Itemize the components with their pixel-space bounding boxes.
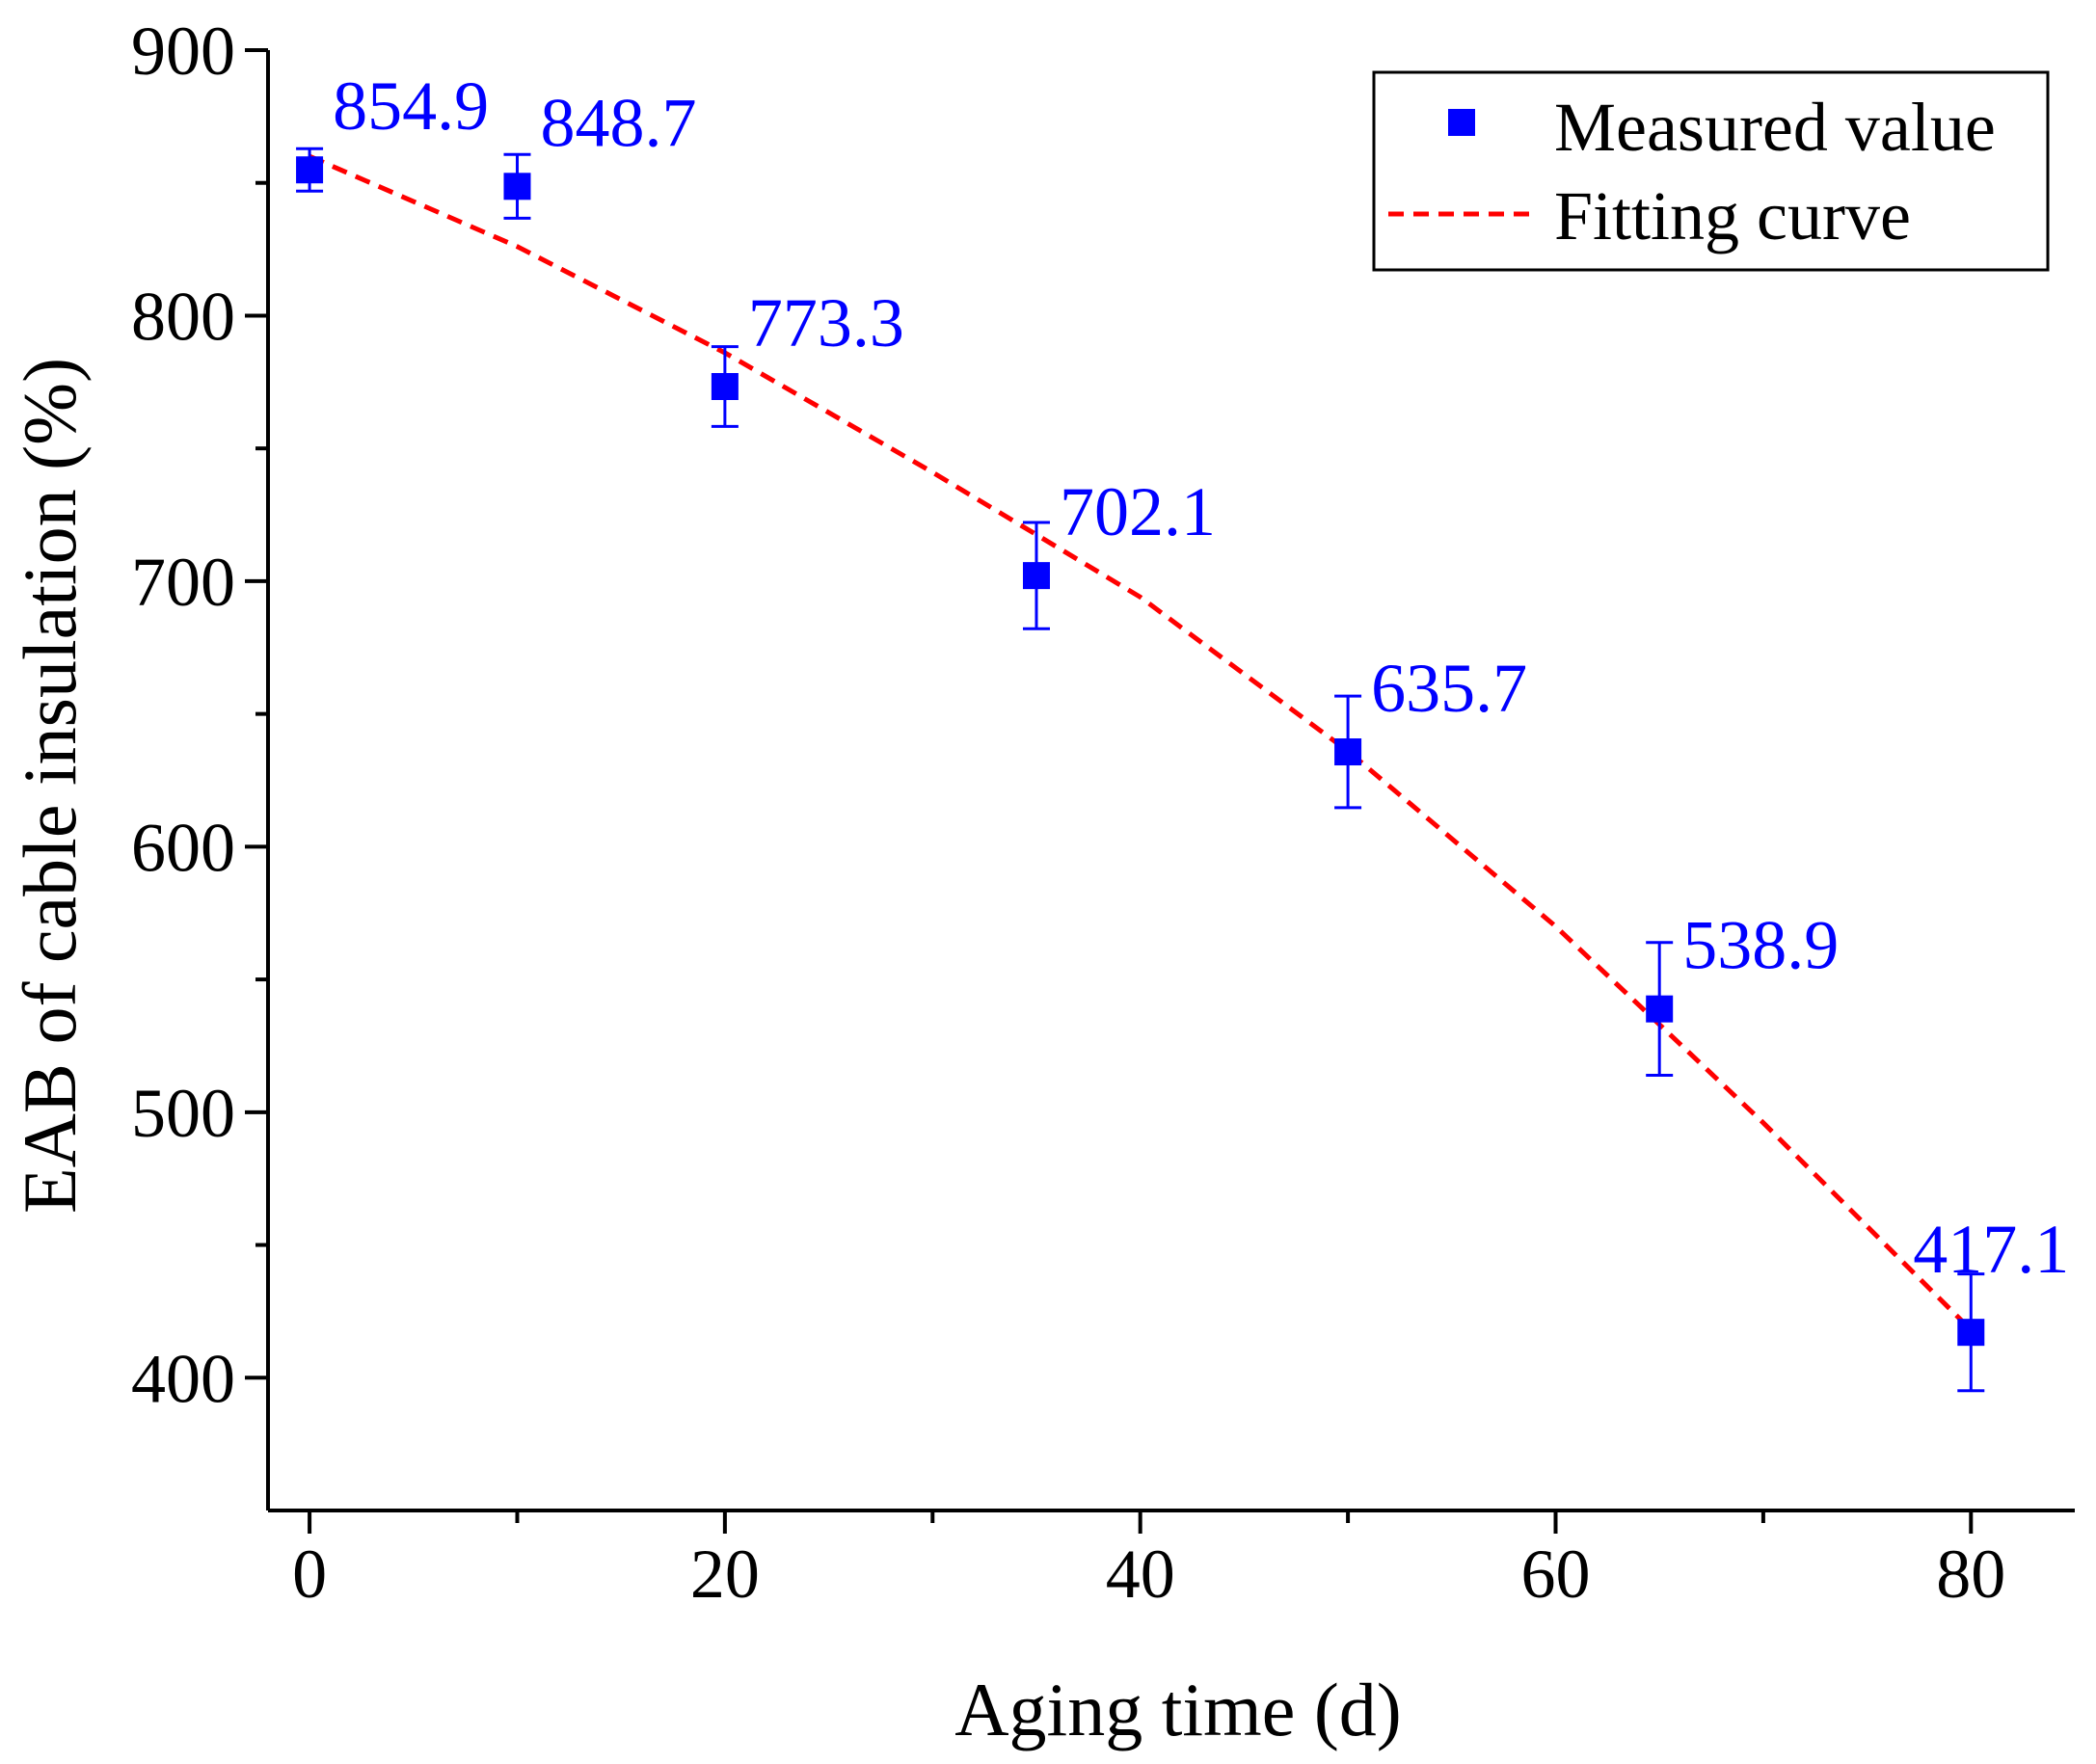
data-value-label: 854.9 [333,67,489,145]
axes: 0 20 40 60 80 400 500 600 700 800 900 [131,13,2075,1613]
legend-box [1372,70,2050,272]
data-point-marker [711,373,739,401]
x-tick-label: 40 [1106,1536,1175,1613]
data-value-label: 848.7 [540,84,696,161]
x-tick-label: 20 [690,1536,760,1613]
y-tick-label: 500 [131,1075,235,1152]
data-point-marker [1022,562,1050,590]
y-tick-label: 900 [131,13,235,90]
x-tick-label: 60 [1520,1536,1590,1613]
legend-marker-square [1448,109,1475,136]
x-tick-label: 0 [292,1536,327,1613]
data-value-label: 417.1 [1913,1211,2069,1288]
legend: Measured value Fitting curve [1372,70,2050,272]
plot-area: 854.9 848.7 773.3 702.1 635.7 538.9 417.1 [296,67,2069,1393]
x-tick-label: 80 [1936,1536,2005,1613]
y-tick-label: 600 [131,809,235,886]
data-point-marker [1334,738,1362,766]
data-value-label: 773.3 [748,284,904,361]
y-tick-label: 400 [131,1340,235,1417]
y-axis-title: EAB of cable insulation (%) [8,358,92,1214]
data-point-marker [1957,1319,1985,1347]
data-point-marker [1646,995,1674,1023]
data-value-label: 635.7 [1371,650,1527,727]
legend-label-fitting: Fitting curve [1554,177,1911,254]
x-axis-title: Aging time (d) [954,1668,1402,1751]
data-value-label: 538.9 [1682,907,1839,984]
y-tick-label: 800 [131,278,235,355]
fitting-curve-line [309,153,1974,1332]
legend-label-measured: Measured value [1554,89,1996,166]
data-value-label: 702.1 [1060,473,1216,550]
data-point-marker [503,173,531,200]
y-tick-label: 700 [131,544,235,621]
data-point-marker [296,156,324,184]
